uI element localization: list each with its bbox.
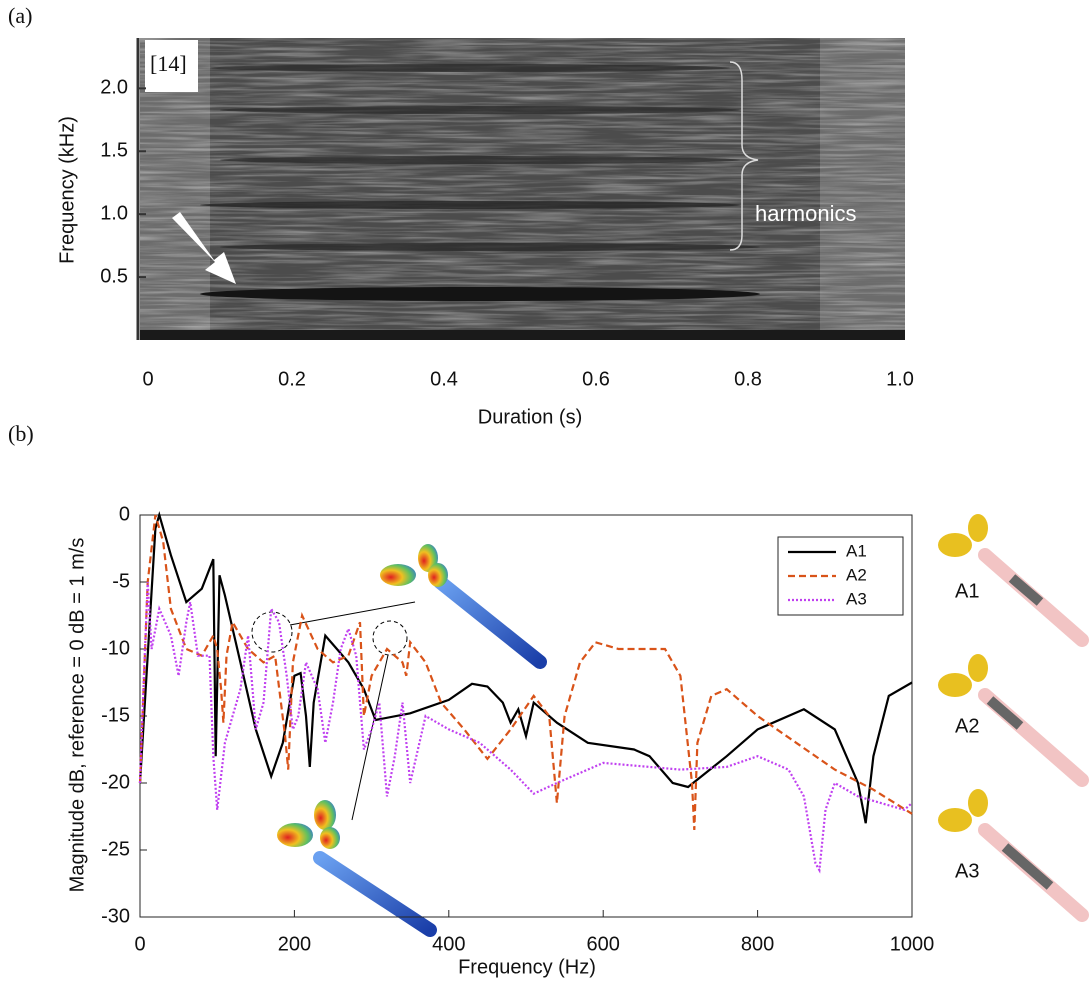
legend: A1 A2 A3 [777, 536, 904, 616]
spectrogram-image [140, 38, 905, 340]
y-tick-label: 2.0 [100, 77, 128, 99]
y-tick-label: 1.5 [100, 140, 128, 162]
series-line [138, 581, 913, 874]
panel-label: (a) [8, 3, 32, 28]
series-line [138, 511, 913, 824]
inset-illustrations [251, 544, 547, 937]
series-line [138, 514, 913, 830]
y-tick-label: -25 [101, 838, 130, 860]
x-axis-label: Frequency (Hz) [458, 956, 596, 978]
y-axis-label: Magnitude dB, reference = 0 dB = 1 m/s [66, 538, 88, 893]
annotation: [14] [150, 51, 187, 76]
y-tick-label: -5 [112, 570, 130, 592]
x-tick-label: 0.6 [582, 368, 610, 390]
x-tick-label: 0.2 [278, 368, 306, 390]
panel-label: (b) [8, 421, 34, 446]
legend-label: A1 [846, 541, 867, 560]
x-tick-label: 0.4 [430, 368, 458, 390]
x-tick-label: 200 [278, 933, 311, 955]
side-label: A1 [955, 580, 979, 602]
side-label: A2 [955, 715, 979, 737]
x-axis-label: Duration (s) [478, 406, 582, 428]
y-tick-label: 1.0 [100, 202, 128, 224]
y-tick-label: -10 [101, 637, 130, 659]
legend-label: A3 [846, 589, 867, 608]
x-tick-label: 600 [587, 933, 620, 955]
y-tick-label: -20 [101, 771, 130, 793]
y-tick-label: -30 [101, 905, 130, 927]
annotation: harmonics [755, 201, 856, 226]
legend-label: A2 [846, 565, 867, 584]
legend-box [777, 536, 904, 616]
y-tick-label: 0.5 [100, 265, 128, 287]
side-label: A3 [955, 860, 979, 882]
side-illustrations [938, 514, 1089, 922]
y-tick-label: -15 [101, 704, 130, 726]
y-axis-label: Frequency (kHz) [56, 116, 78, 264]
x-tick-label: 0 [134, 933, 145, 955]
x-tick-label: 800 [741, 933, 774, 955]
x-tick-label: 1.0 [886, 368, 914, 390]
x-tick-label: 400 [432, 933, 465, 955]
y-tick-label: 0 [119, 503, 130, 525]
x-tick-label: 0 [142, 368, 153, 390]
x-tick-label: 0.8 [734, 368, 762, 390]
x-tick-label: 1000 [890, 933, 935, 955]
